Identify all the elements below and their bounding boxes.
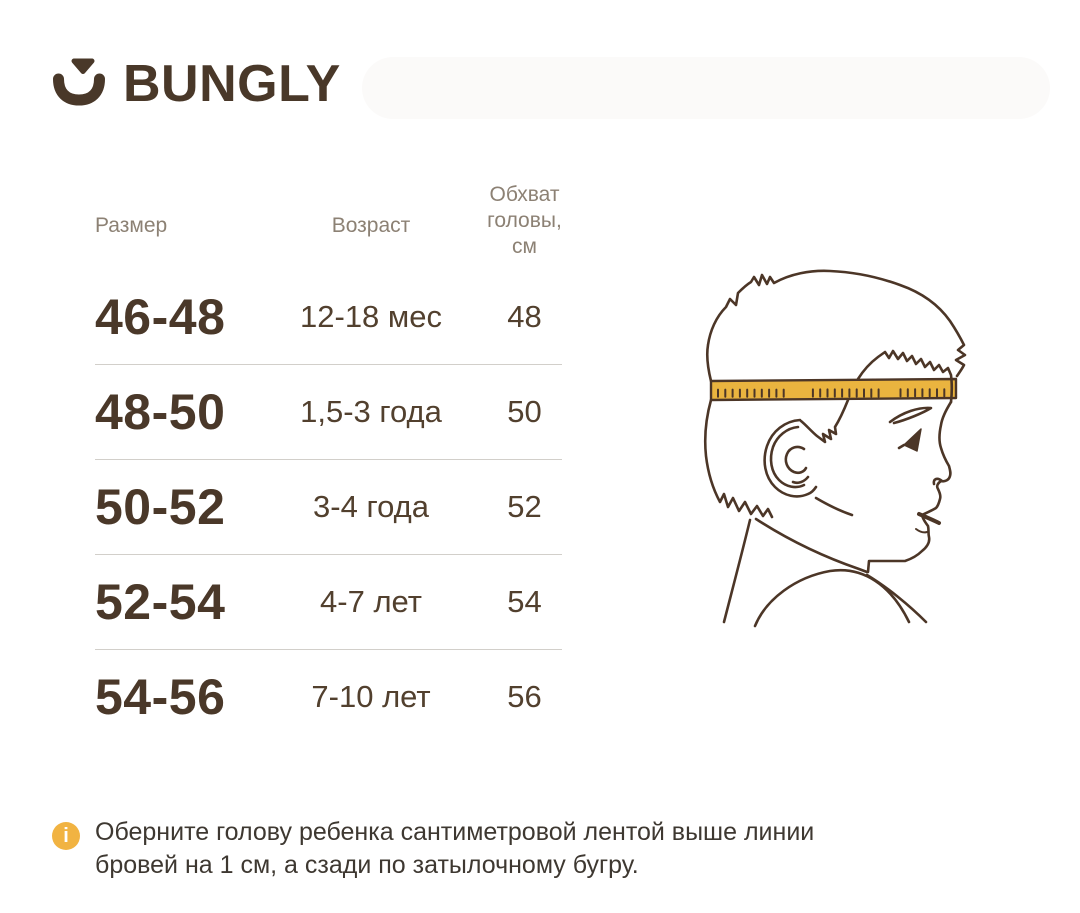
lower-lip [915,528,928,534]
eye-lash [897,443,906,450]
brand-logo: BUNGLY [48,54,341,114]
brand-name: BUNGLY [123,55,341,113]
face-profile [866,400,953,574]
head-circumference-value: 52 [507,489,542,524]
logo-background-band [362,57,1050,119]
info-icon: i [52,822,80,850]
head-outline [705,269,967,383]
head-circumference-value: 56 [507,679,542,714]
tape-ticks [717,388,946,398]
size-value: 48-50 [95,384,226,440]
size-value: 50-52 [95,479,226,535]
table-row: 50-52 3-4 года 52 [95,460,562,555]
size-table-body: 46-48 12-18 мес 48 48-50 1,5-3 года 50 5… [95,270,562,744]
size-table-header: Размер Возраст Обхват головы, см [95,182,562,258]
age-value: 3-4 года [313,489,429,524]
jaw-neck-line [754,517,869,574]
measurement-note: i Оберните голову ребенка сантиметровой … [52,816,814,882]
age-value: 7-10 лет [311,679,431,714]
table-row: 46-48 12-18 мес 48 [95,270,562,365]
eye [903,428,922,452]
mouth [917,512,941,525]
hair-fringe [856,349,954,404]
age-value: 1,5-3 года [300,394,442,429]
head-circumference-value: 48 [507,299,542,334]
header-age: Возраст [331,214,411,237]
table-row: 48-50 1,5-3 года 50 [95,365,562,460]
nostril [932,477,944,486]
table-row: 54-56 7-10 лет 56 [95,650,562,744]
age-value: 4-7 лет [320,584,422,619]
size-value: 54-56 [95,669,226,725]
table-row: 52-54 4-7 лет 54 [95,555,562,650]
shoulder-arc [753,568,911,628]
back-hair [703,398,774,519]
size-value: 46-48 [95,289,226,345]
eyebrow [888,406,933,425]
measuring-tape-icon [709,377,958,402]
note-text: Оберните голову ребенка сантиметровой ле… [95,818,815,879]
age-value: 12-18 мес [300,299,442,334]
size-table: Размер Возраст Обхват головы, см 46-48 1… [95,182,562,744]
front-shoulder-line [865,573,928,624]
head-circumference-value: 50 [507,394,542,429]
cheek-line [814,496,854,517]
bungly-logo-icon [53,58,105,106]
ear [763,418,818,498]
temple-hair-edge [799,398,850,444]
header-head-circumference: Обхват головы, см [487,183,562,258]
head-circumference-value: 54 [507,584,542,619]
neck-back-line [722,518,752,624]
child-head-illustration [703,269,967,628]
size-value: 52-54 [95,574,226,630]
header-size: Размер [95,214,168,237]
